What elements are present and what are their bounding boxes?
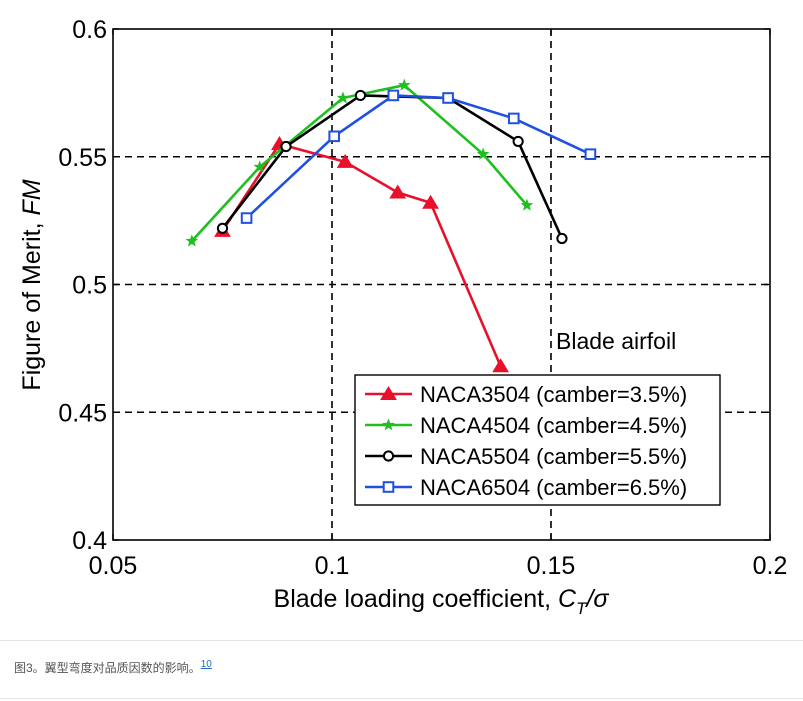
legend-label: NACA5504 (camber=5.5%) (420, 444, 687, 469)
legend-swatch-marker (382, 450, 395, 462)
legend: NACA3504 (camber=3.5%) NACA4504 (camber=4… (354, 374, 721, 506)
legend-item: NACA4504 (camber=4.5%) (365, 413, 687, 438)
data-point (442, 92, 454, 104)
legend-label: NACA3504 (camber=3.5%) (420, 382, 687, 407)
data-point (556, 232, 568, 245)
x-tick-label: 0.1 (315, 552, 350, 580)
legend-item: NACA3504 (camber=3.5%) (365, 382, 687, 407)
legend-item: NACA6504 (camber=6.5%) (365, 475, 687, 500)
data-point (328, 130, 340, 143)
figure-caption: 图3。翼型弯度对品质因数的影响。10 (14, 659, 212, 676)
x-tick-label: 0.05 (89, 552, 138, 580)
legend-swatch-marker (382, 481, 395, 493)
series-layer (185, 78, 597, 373)
y-tick-label: 0.45 (58, 399, 107, 427)
y-tick-label: 0.6 (72, 16, 107, 44)
data-point (336, 153, 354, 168)
data-point (389, 184, 407, 199)
data-point (253, 160, 267, 173)
chart-background (0, 0, 803, 640)
x-axis-label: Blade loading coefficient, CT/σ (274, 585, 610, 618)
y-axis-label: Figure of Merit, FM (18, 179, 46, 390)
legend-label: NACA6504 (camber=6.5%) (420, 475, 687, 500)
figure-of-merit-chart: 0.05 0.1 0.15 0.2 0.4 0.45 0.5 0.55 0.6 Blade ai… (0, 0, 803, 640)
data-point (422, 194, 439, 209)
x-tick-label: 0.2 (753, 552, 788, 580)
y-tick-label: 0.4 (72, 527, 107, 555)
data-point (512, 135, 524, 148)
y-tick-label: 0.55 (58, 144, 107, 172)
data-point (507, 112, 520, 125)
data-point (240, 212, 253, 224)
data-point (354, 89, 367, 102)
axis-ticks: 0.05 0.1 0.15 0.2 0.4 0.45 0.5 0.55 0.6 (58, 16, 787, 580)
legend-box (354, 374, 721, 506)
data-point (336, 91, 350, 104)
data-point (216, 222, 229, 234)
reference-link[interactable]: 10 (200, 659, 212, 670)
data-point (387, 89, 400, 102)
data-point (185, 234, 199, 247)
data-point (520, 198, 534, 211)
y-tick-label: 0.5 (72, 272, 107, 300)
data-point (492, 358, 510, 373)
series-line (190, 83, 528, 242)
legend-swatch-marker (380, 386, 397, 400)
divider (0, 698, 803, 699)
legend-swatch-marker (382, 418, 395, 431)
data-point (280, 140, 292, 153)
data-point (476, 147, 490, 160)
legend-label: NACA4504 (camber=4.5%) (420, 413, 687, 438)
legend-item: NACA5504 (camber=5.5%) (365, 444, 687, 469)
series-4 (240, 89, 597, 224)
series-line (245, 94, 591, 220)
caption-bar: 图3。翼型弯度对品质因数的影响。10 (0, 640, 803, 701)
data-point (584, 148, 597, 160)
caption-text: 图3。翼型弯度对品质因数的影响。 (14, 661, 201, 675)
legend-title: Blade airfoil (556, 328, 676, 354)
x-tick-label: 0.15 (527, 552, 576, 580)
data-point (397, 78, 411, 91)
series-2 (185, 78, 534, 247)
